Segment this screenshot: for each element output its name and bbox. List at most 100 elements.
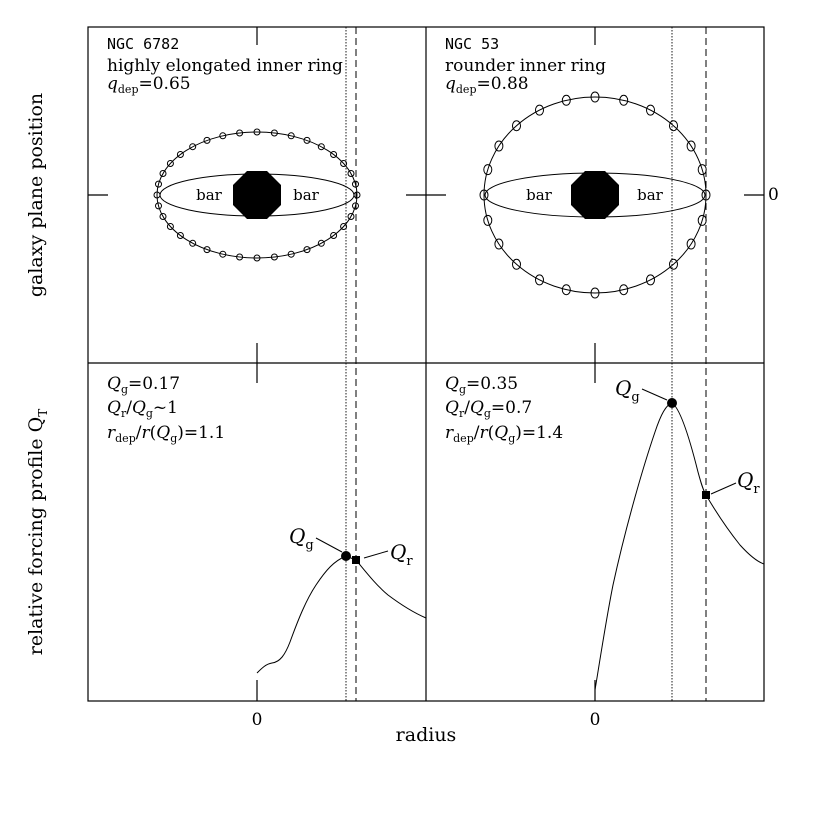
ring-point bbox=[590, 287, 600, 299]
qg-marker-label: Qg bbox=[615, 376, 640, 405]
ring-point bbox=[176, 151, 184, 158]
ring-point bbox=[155, 202, 162, 210]
ring-points bbox=[479, 91, 711, 299]
bar-label-left: bar bbox=[526, 186, 553, 204]
inner-ring bbox=[156, 131, 358, 259]
ring-point bbox=[697, 164, 707, 176]
ring-description: rounder inner ring bbox=[445, 56, 606, 76]
ring-point bbox=[646, 274, 655, 286]
y-axis-label-lower: relative forcing profile QT bbox=[25, 409, 50, 655]
ring-point bbox=[159, 170, 167, 177]
ring-point bbox=[352, 202, 359, 210]
ring-point bbox=[479, 189, 489, 201]
ring-point bbox=[203, 136, 211, 144]
ring-point bbox=[236, 129, 244, 137]
ring-point bbox=[483, 214, 493, 226]
ring-point bbox=[619, 94, 629, 106]
ring-point bbox=[317, 239, 325, 247]
ring-point bbox=[701, 189, 711, 201]
tick-marks bbox=[88, 27, 764, 701]
ring-point bbox=[535, 104, 544, 116]
bar-label-left: bar bbox=[196, 186, 223, 204]
qg-marker bbox=[341, 551, 351, 561]
qr-marker bbox=[352, 556, 360, 564]
ring-point bbox=[347, 170, 355, 177]
ring-point bbox=[159, 213, 167, 220]
ring-point bbox=[303, 246, 311, 254]
qdep-label: qdep=0.88 bbox=[445, 74, 529, 96]
ring-point bbox=[494, 238, 504, 250]
ring-point bbox=[166, 160, 174, 167]
ring-point bbox=[203, 246, 211, 254]
ring-point bbox=[236, 253, 244, 261]
qg-leader bbox=[641, 388, 668, 401]
ring-point bbox=[697, 214, 707, 226]
bar-label-right: bar bbox=[293, 186, 320, 204]
ring-point bbox=[535, 274, 544, 286]
ring-point bbox=[347, 213, 355, 220]
ring-point bbox=[686, 238, 696, 250]
ring-point bbox=[512, 120, 521, 132]
qg-stat: Qg=0.35 bbox=[445, 374, 518, 396]
ring-point bbox=[561, 94, 571, 106]
ring-points bbox=[153, 128, 361, 262]
bulge bbox=[571, 171, 619, 219]
ring-point bbox=[253, 128, 261, 136]
galaxy-name: NGC 53 bbox=[445, 35, 499, 53]
qr-marker-label: Qr bbox=[737, 468, 760, 497]
ring-point bbox=[669, 120, 678, 132]
bulge bbox=[233, 171, 281, 219]
panel-ngc6782-geometry: NGC 6782 highly elongated inner ring qde… bbox=[107, 35, 361, 262]
ring-point bbox=[340, 223, 348, 230]
ring-point bbox=[483, 164, 493, 176]
y-axis-label-upper: galaxy plane position bbox=[25, 93, 47, 297]
ring-point bbox=[219, 250, 227, 258]
ring-point bbox=[287, 132, 295, 140]
ring-point bbox=[646, 104, 655, 116]
qr-marker-label: Qr bbox=[390, 540, 413, 569]
ring-point bbox=[494, 140, 504, 152]
x-tick-zero-right: 0 bbox=[590, 710, 601, 730]
rdep-ratio-stat: rdep/r(Qg)=1.4 bbox=[445, 423, 563, 445]
ring-point bbox=[287, 250, 295, 258]
ring-point bbox=[270, 253, 278, 261]
qr-qg-stat: Qr/Qg~1 bbox=[107, 398, 178, 420]
qdep-label: qdep=0.65 bbox=[107, 74, 191, 96]
ring-point bbox=[270, 129, 278, 137]
x-axis-label: radius bbox=[396, 724, 457, 746]
reference-lines bbox=[345, 27, 707, 701]
ring-point bbox=[176, 232, 184, 239]
ring-point bbox=[561, 284, 571, 296]
panel-ngc53-profile: Qg=0.35 Qr/Qg=0.7 rdep/r(Qg)=1.4 Qg Qr bbox=[445, 374, 765, 691]
ring-point bbox=[189, 143, 197, 151]
bar-label-right: bar bbox=[637, 186, 664, 204]
ring-point bbox=[669, 258, 678, 270]
ring-point bbox=[166, 223, 174, 230]
forcing-profile-curve bbox=[256, 555, 427, 674]
ring-point bbox=[512, 258, 521, 270]
ring-point bbox=[189, 239, 197, 247]
qg-leader bbox=[315, 537, 343, 553]
qg-marker-label: Qg bbox=[289, 524, 314, 553]
panel-ngc53-geometry: NGC 53 rounder inner ring qdep=0.88 bar … bbox=[445, 35, 711, 299]
y-tick-zero-right: 0 bbox=[768, 185, 779, 205]
forcing-profile-curve bbox=[594, 402, 765, 691]
ring-point bbox=[352, 180, 359, 188]
ring-point bbox=[219, 132, 227, 140]
rdep-ratio-stat: rdep/r(Qg)=1.1 bbox=[107, 423, 225, 445]
qr-leader bbox=[363, 550, 389, 559]
ring-point bbox=[590, 91, 600, 103]
ring-point bbox=[330, 232, 338, 239]
qr-leader bbox=[710, 482, 737, 495]
qr-qg-stat: Qr/Qg=0.7 bbox=[445, 398, 532, 420]
ring-point bbox=[340, 160, 348, 167]
ring-point bbox=[253, 254, 261, 262]
qr-marker bbox=[702, 491, 710, 499]
galaxy-name: NGC 6782 bbox=[107, 35, 179, 53]
ring-point bbox=[619, 284, 629, 296]
qg-marker bbox=[667, 398, 677, 408]
ring-point bbox=[317, 143, 325, 151]
x-tick-zero-left: 0 bbox=[252, 710, 263, 730]
qg-stat: Qg=0.17 bbox=[107, 374, 180, 396]
